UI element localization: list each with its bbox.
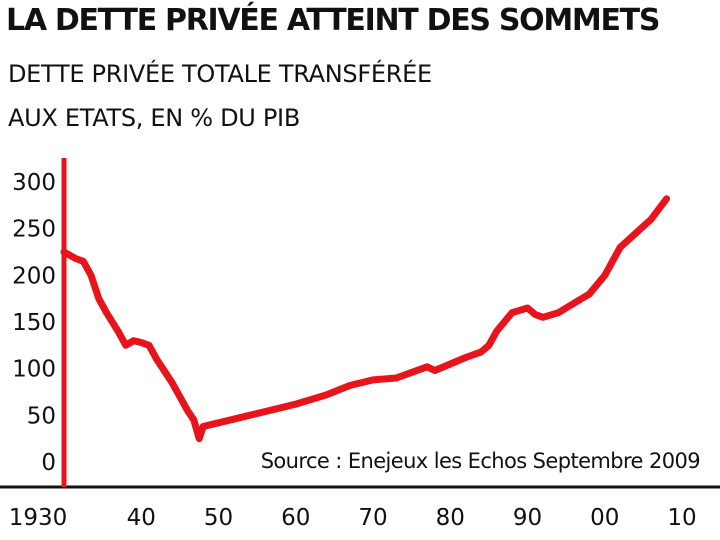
x-tick-label: 50 xyxy=(204,505,233,531)
series-line-private-debt xyxy=(60,195,670,443)
y-tick-label: 0 xyxy=(41,450,56,476)
chart-subtitle-line-1: DETTE PRIVÉE TOTALE TRANSFÉRÉE xyxy=(8,60,432,88)
x-tick-label: 60 xyxy=(281,505,310,531)
x-axis-ticks: 1930 40 50 60 70 80 90 00 10 xyxy=(9,505,697,531)
y-tick-label: 100 xyxy=(12,357,56,383)
x-tick-label: 10 xyxy=(667,505,696,531)
x-tick-label: 80 xyxy=(436,505,465,531)
y-tick-label: 300 xyxy=(12,170,56,196)
chart-title: LA DETTE PRIVÉE ATTEINT DES SOMMETS xyxy=(6,3,660,38)
x-tick-label: 00 xyxy=(590,505,619,531)
y-tick-label: 150 xyxy=(12,310,56,336)
x-tick-label: 90 xyxy=(513,505,542,531)
y-tick-label: 250 xyxy=(12,217,56,243)
y-tick-label: 50 xyxy=(27,403,56,429)
x-tick-label: 1930 xyxy=(9,505,68,531)
x-tick-label: 70 xyxy=(358,505,387,531)
y-axis-ticks: 0 50 100 150 200 250 300 xyxy=(12,170,56,476)
y-tick-label: 200 xyxy=(12,263,56,289)
chart-subtitle-line-2: AUX ETATS, EN % DU PIB xyxy=(8,104,300,132)
source-note: Source : Enejeux les Echos Septembre 200… xyxy=(261,449,700,473)
x-tick-label: 40 xyxy=(127,505,156,531)
